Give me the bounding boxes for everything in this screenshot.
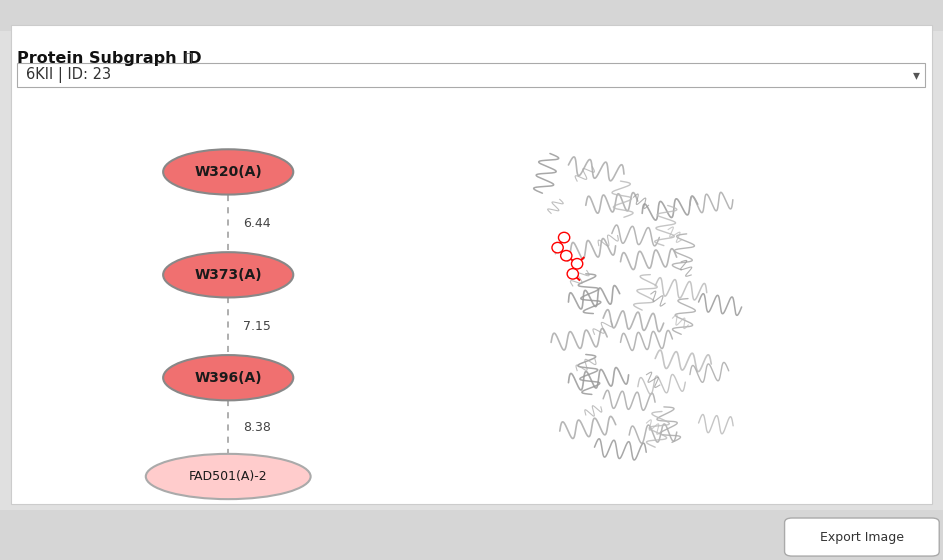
Text: 6KII | ID: 23: 6KII | ID: 23 bbox=[26, 67, 111, 83]
Text: FAD501(A)-2: FAD501(A)-2 bbox=[189, 470, 268, 483]
Text: 8.38: 8.38 bbox=[243, 421, 272, 433]
Circle shape bbox=[571, 259, 583, 269]
Circle shape bbox=[552, 242, 563, 253]
FancyBboxPatch shape bbox=[0, 510, 943, 560]
Text: W320(A): W320(A) bbox=[194, 165, 262, 179]
Circle shape bbox=[561, 250, 571, 261]
Text: 6.44: 6.44 bbox=[243, 217, 271, 230]
Text: W396(A): W396(A) bbox=[194, 371, 262, 385]
Ellipse shape bbox=[163, 150, 293, 194]
FancyBboxPatch shape bbox=[0, 0, 943, 31]
Ellipse shape bbox=[163, 252, 293, 297]
Ellipse shape bbox=[146, 454, 310, 499]
Text: ▾: ▾ bbox=[913, 68, 920, 82]
FancyBboxPatch shape bbox=[11, 25, 932, 504]
Text: W373(A): W373(A) bbox=[194, 268, 262, 282]
FancyBboxPatch shape bbox=[785, 518, 939, 556]
Text: 7.15: 7.15 bbox=[243, 320, 272, 333]
Circle shape bbox=[567, 269, 578, 279]
Text: Protein Subgraph ID: Protein Subgraph ID bbox=[17, 52, 202, 66]
Text: ⓘ: ⓘ bbox=[184, 52, 191, 66]
Circle shape bbox=[558, 232, 570, 243]
FancyBboxPatch shape bbox=[17, 63, 925, 87]
Ellipse shape bbox=[163, 355, 293, 400]
Text: Export Image: Export Image bbox=[819, 530, 904, 544]
